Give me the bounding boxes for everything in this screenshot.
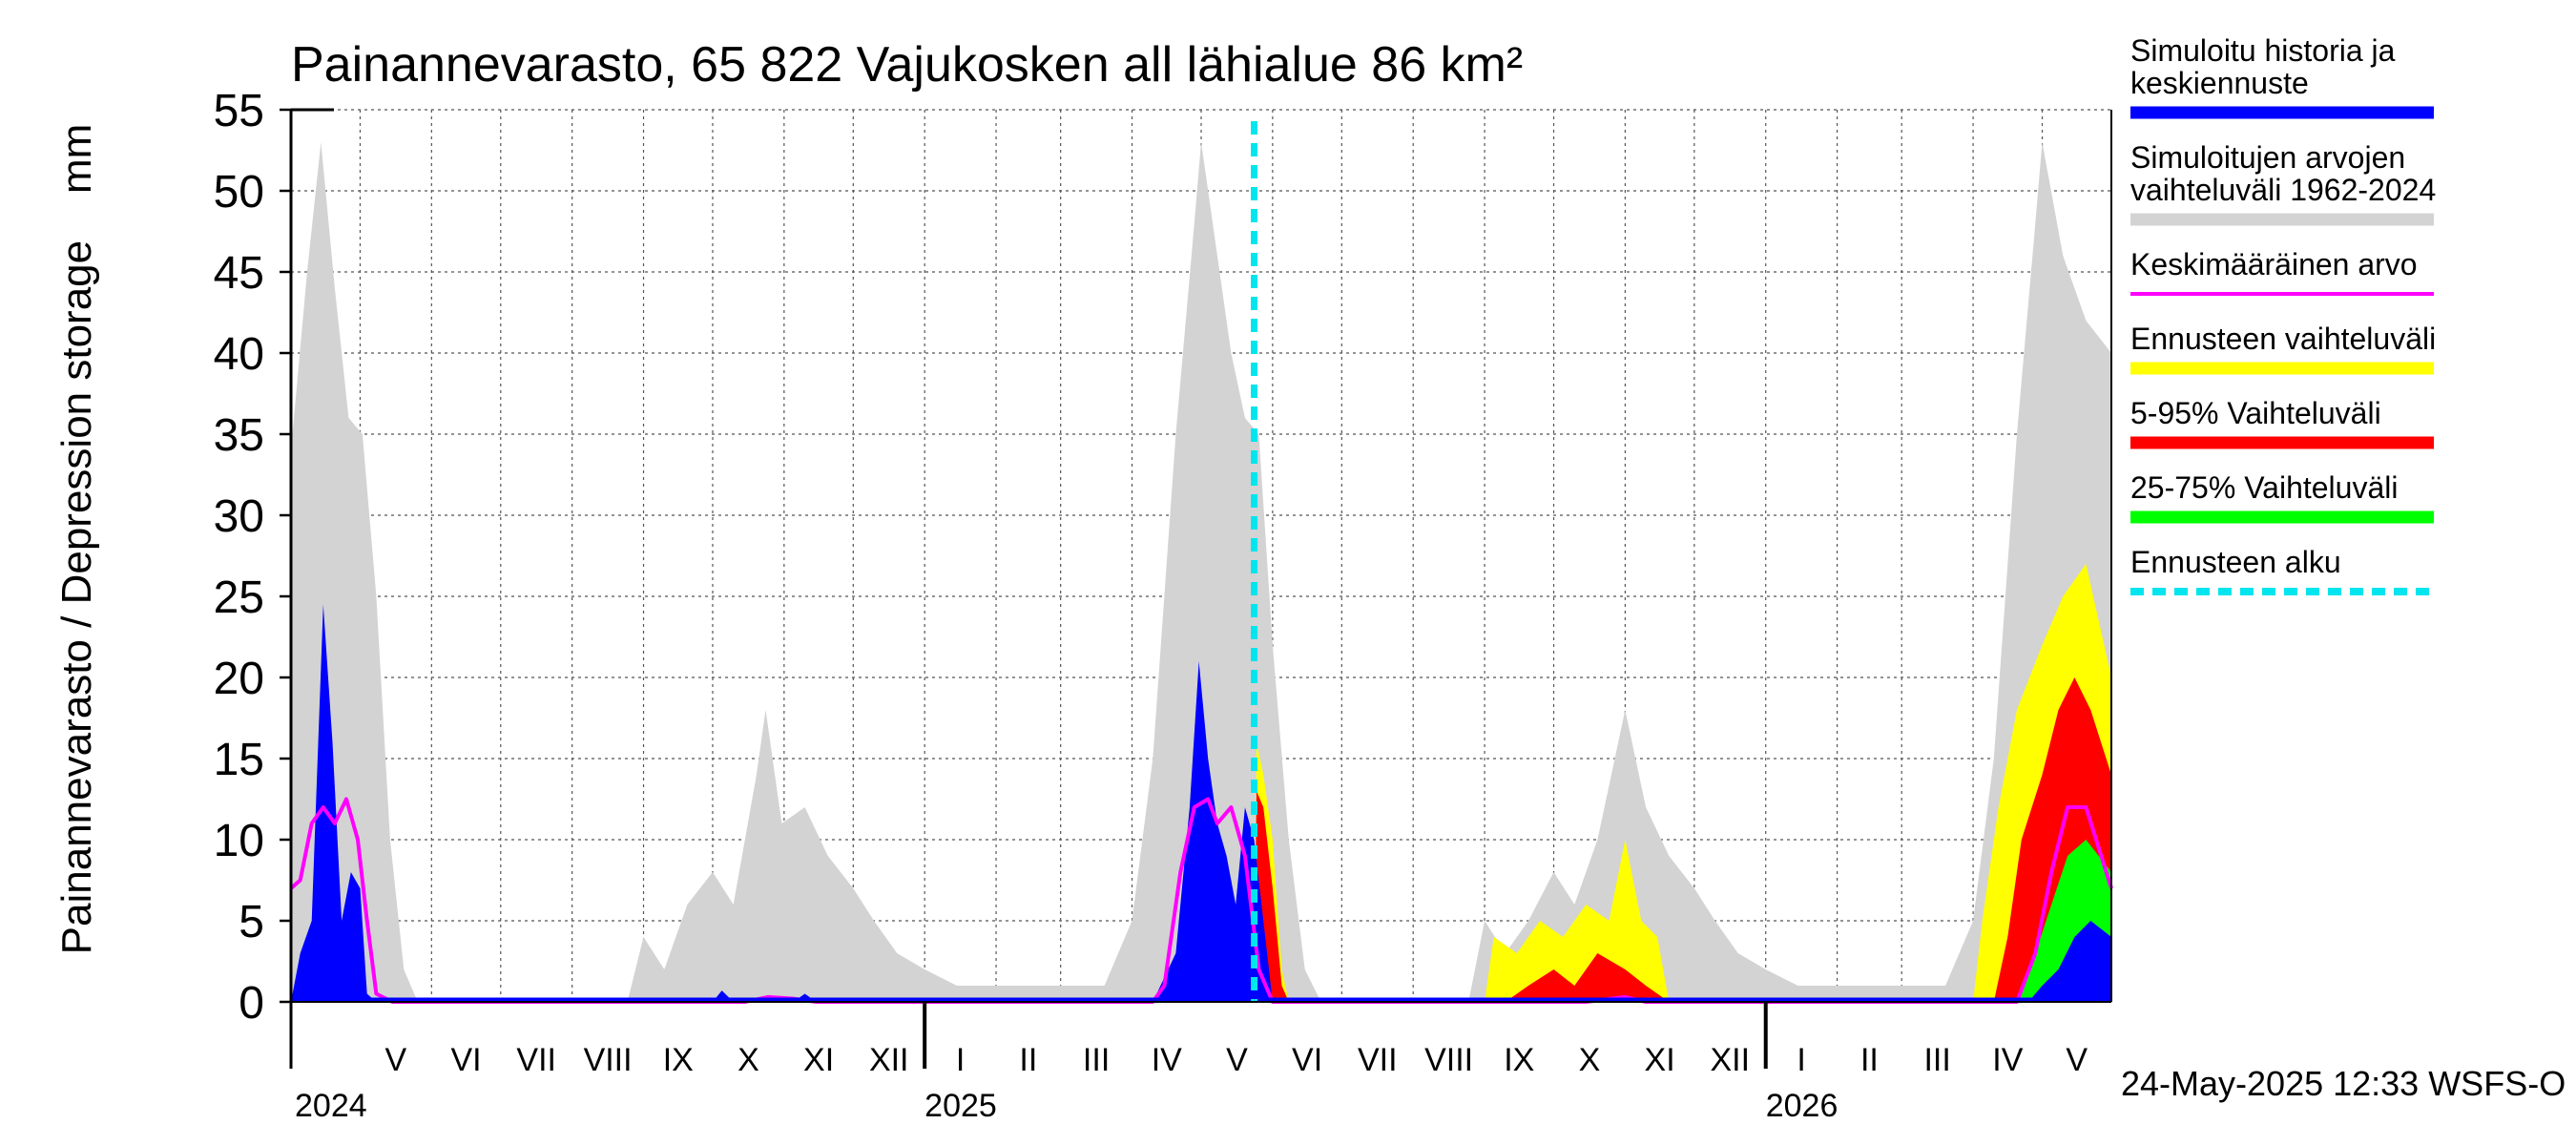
x-month-label: IV <box>1152 1042 1182 1078</box>
legend: Simuloitu historia jakeskiennusteSimuloi… <box>2130 33 2436 595</box>
x-month-label: X <box>737 1042 759 1078</box>
legend-item: 5-95% Vaihteluväli <box>2130 396 2434 449</box>
legend-label: Ennusteen vaihteluväli <box>2130 322 2436 356</box>
y-tick-label: 35 <box>214 410 264 461</box>
y-axis-label: Painannevarasto / Depression storage mm <box>53 124 100 955</box>
x-month-label: I <box>956 1042 965 1078</box>
x-month-label: IV <box>1992 1042 2023 1078</box>
x-month-label: XII <box>1710 1042 1750 1078</box>
legend-item: Keskimääräinen arvo <box>2130 247 2434 296</box>
x-year-label: 2026 <box>1766 1088 1839 1124</box>
x-month-label: IX <box>663 1042 694 1078</box>
x-month-label: III <box>1923 1042 1950 1078</box>
series-5-95-vaihteluv-li <box>1254 677 2111 1002</box>
axes-layer <box>280 108 2112 1069</box>
x-month-label: V <box>1226 1042 1248 1078</box>
legend-label: 25-75% Vaihteluväli <box>2130 470 2398 505</box>
y-tick-label: 5 <box>239 897 264 947</box>
legend-label: Simuloitujen arvojen <box>2130 140 2405 175</box>
x-month-label: XI <box>803 1042 834 1078</box>
series-simuloitujen-arvojen-vaihteluv-li-1962-2024 <box>291 142 2111 1002</box>
x-month-label: VI <box>450 1042 481 1078</box>
y-tick-label: 15 <box>214 735 264 785</box>
y-tick-label: 40 <box>214 329 264 380</box>
chart-title: Painannevarasto, 65 822 Vajukosken all l… <box>291 37 1523 93</box>
x-month-label: II <box>1019 1042 1037 1078</box>
series-layer <box>289 142 2113 1004</box>
x-month-label: III <box>1083 1042 1110 1078</box>
x-month-label: XI <box>1645 1042 1675 1078</box>
y-tick-label: 20 <box>214 654 264 704</box>
x-month-label: VI <box>1292 1042 1322 1078</box>
x-year-label: 2025 <box>924 1088 997 1124</box>
x-month-label: VII <box>1358 1042 1398 1078</box>
legend-label: Ennusteen alku <box>2130 545 2341 579</box>
footer-timestamp: 24-May-2025 12:33 WSFS-O <box>2121 1064 2566 1103</box>
x-month-label: X <box>1579 1042 1601 1078</box>
y-tick-label: 0 <box>239 978 264 1029</box>
x-month-label: V <box>385 1042 407 1078</box>
legend-item: Ennusteen vaihteluväli <box>2130 322 2436 375</box>
legend-item: 25-75% Vaihteluväli <box>2130 470 2434 524</box>
legend-label: Keskimääräinen arvo <box>2130 247 2418 281</box>
legend-label: 5-95% Vaihteluväli <box>2130 396 2381 430</box>
y-tick-label: 55 <box>214 86 264 136</box>
legend-label: vaihteluväli 1962-2024 <box>2130 173 2436 207</box>
x-month-label: V <box>2066 1042 2088 1078</box>
x-month-label: I <box>1797 1042 1805 1078</box>
y-tick-label: 30 <box>214 491 264 542</box>
x-month-label: VIII <box>1424 1042 1473 1078</box>
x-year-label: 2024 <box>295 1088 367 1124</box>
y-tick-label: 50 <box>214 167 264 218</box>
x-month-label: II <box>1860 1042 1879 1078</box>
x-month-label: XII <box>869 1042 909 1078</box>
legend-item: Ennusteen alku <box>2130 545 2434 595</box>
x-month-label: VII <box>516 1042 556 1078</box>
legend-label: keskiennuste <box>2130 66 2309 100</box>
legend-label: Simuloitu historia ja <box>2130 33 2396 68</box>
y-tick-label: 45 <box>214 248 264 299</box>
x-month-label: VIII <box>584 1042 633 1078</box>
y-tick-label: 25 <box>214 572 264 623</box>
x-month-label: IX <box>1504 1042 1534 1078</box>
y-tick-label: 10 <box>214 816 264 866</box>
